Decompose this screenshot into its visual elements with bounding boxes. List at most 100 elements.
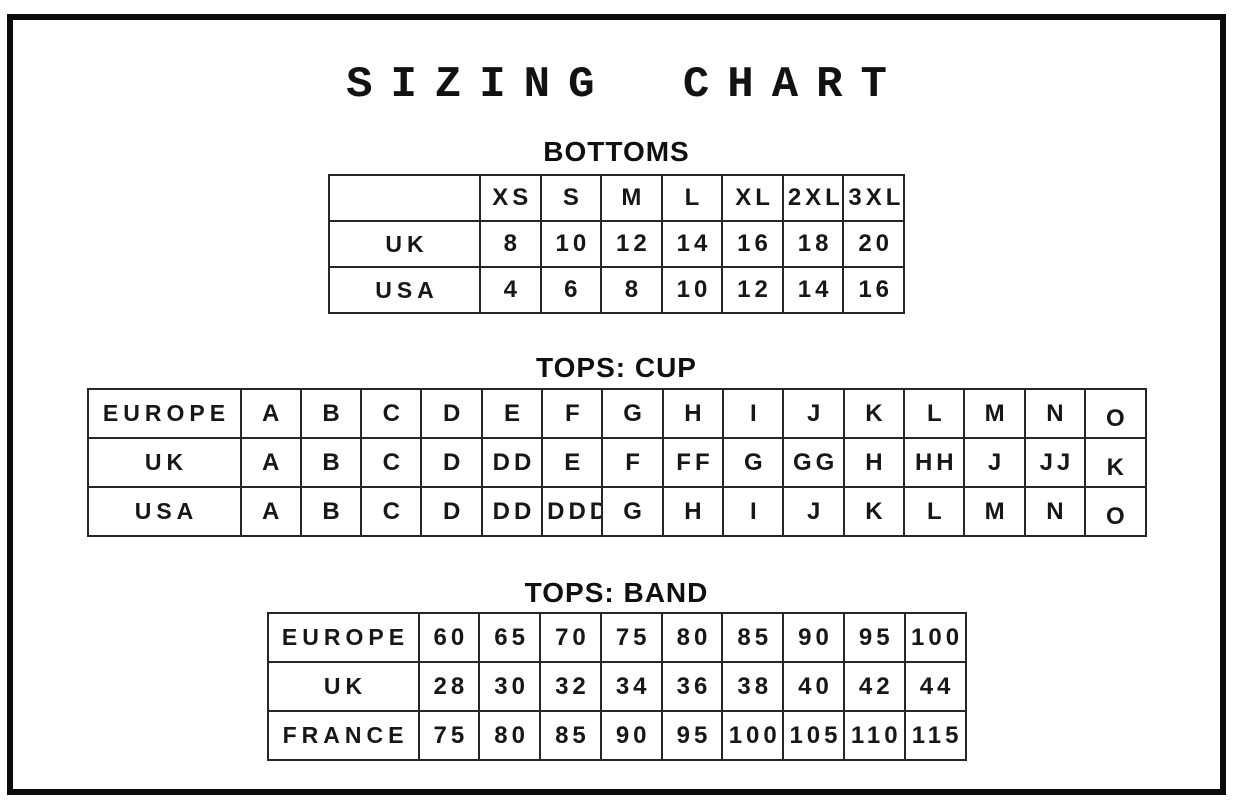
- bottoms-table: XS S M L XL 2XL 3XL UK 8 10 12 14 16 18 20 USA 4 6 8 10 12 14…: [328, 174, 905, 314]
- bottoms-heading: BOTTOMS: [543, 136, 690, 167]
- size-value-cell: C: [360, 486, 423, 537]
- size-value-cell: 30: [478, 661, 542, 712]
- size-value-cell: A: [239, 388, 302, 439]
- header-empty-cell: [328, 174, 481, 222]
- size-value-cell: 12: [600, 220, 663, 268]
- size-value-cell: 60: [417, 612, 481, 663]
- size-value-cell: 10: [539, 220, 603, 268]
- region-label-cell: UK: [86, 437, 242, 488]
- size-header-cell: L: [660, 174, 724, 222]
- size-value-cell: 95: [842, 612, 906, 663]
- size-value-cell: M: [963, 388, 1026, 439]
- table-row: UK 8 10 12 14 16 18 20: [328, 220, 905, 268]
- table-row: USAABCDDDDDDGHIJKLMNO: [86, 486, 1147, 537]
- size-value-cell: 80: [478, 710, 542, 761]
- size-value-cell: 34: [599, 661, 663, 712]
- size-value-cell: D: [420, 486, 483, 537]
- region-label-cell: UK: [328, 220, 481, 268]
- size-value-cell: L: [903, 486, 966, 537]
- tops-band-table: EUROPE 60 65 70 75 80 85 90 95 100 UK 28 30 32 34 36 38 4…: [266, 612, 967, 761]
- size-value-cell: H: [842, 437, 906, 488]
- size-value-cell: C: [360, 437, 423, 488]
- size-header-cell: XL: [721, 174, 784, 222]
- size-value-cell: 10: [660, 266, 724, 314]
- size-value-cell: 115: [903, 710, 967, 761]
- size-value-cell: 90: [782, 612, 845, 663]
- size-value-cell: C: [360, 388, 423, 439]
- size-value-cell: A: [239, 437, 302, 488]
- table-row: FRANCE 75 80 85 90 95 100 105 110 115: [266, 710, 967, 761]
- size-value-cell: 70: [539, 612, 602, 663]
- size-value-cell: 18: [781, 220, 845, 268]
- size-value-cell: 28: [417, 661, 481, 712]
- size-value-cell: 6: [539, 266, 603, 314]
- region-label-cell: UK: [266, 661, 420, 712]
- size-value-cell: DDD: [541, 486, 604, 537]
- size-value-cell: I: [722, 388, 785, 439]
- size-value-cell: F: [541, 388, 604, 439]
- region-label-cell: USA: [328, 266, 481, 314]
- size-value-cell: 42: [842, 661, 906, 712]
- size-value-cell: 90: [599, 710, 663, 761]
- size-value-cell: DD: [480, 437, 544, 488]
- page-title: SIZING CHART: [346, 60, 905, 110]
- table-row: UK 28 30 32 34 36 38 40 42 44: [266, 661, 967, 712]
- size-value-cell: 75: [599, 612, 663, 663]
- tops-cup-heading: TOPS: CUP: [536, 352, 697, 383]
- size-header-cell: 2XL: [781, 174, 845, 222]
- size-value-cell: N: [1023, 486, 1087, 537]
- size-value-cell: B: [299, 437, 363, 488]
- size-value-cell: 32: [539, 661, 602, 712]
- table-row: EUROPE A B C D E F G H I J K L M N O: [86, 388, 1147, 439]
- size-value-cell: D: [420, 437, 483, 488]
- region-label-cell: EUROPE: [86, 388, 242, 439]
- size-value-cell: 80: [660, 612, 724, 663]
- size-value-cell: GG: [782, 437, 845, 488]
- size-value-cell: B: [299, 486, 363, 537]
- size-value-cell: 65: [478, 612, 542, 663]
- size-value-cell: F: [601, 437, 664, 488]
- size-value-cell: 4: [479, 266, 542, 314]
- table-row: USA 4 6 8 10 12 14 16: [328, 266, 905, 314]
- size-value-cell: N: [1023, 388, 1087, 439]
- size-value-cell: JJ: [1023, 437, 1087, 488]
- size-value-cell: J: [963, 437, 1026, 488]
- size-value-cell: 40: [782, 661, 845, 712]
- size-value-cell: O: [1084, 388, 1147, 439]
- size-value-cell: 14: [660, 220, 724, 268]
- size-value-cell: K: [842, 486, 906, 537]
- size-value-cell: J: [782, 388, 845, 439]
- size-value-cell: HH: [903, 437, 966, 488]
- region-label-cell: USA: [86, 486, 242, 537]
- tops-cup-table: EUROPE A B C D E F G H I J K L M N O UK A B C D DD E F FF G GG H HH J…: [86, 388, 1147, 537]
- size-value-cell: 8: [600, 266, 663, 314]
- size-value-cell: O: [1084, 486, 1147, 537]
- size-value-cell: G: [601, 486, 664, 537]
- size-value-cell: 100: [903, 612, 967, 663]
- size-value-cell: E: [541, 437, 604, 488]
- size-value-cell: E: [480, 388, 544, 439]
- size-value-cell: 44: [903, 661, 967, 712]
- size-value-cell: L: [903, 388, 966, 439]
- size-value-cell: A: [239, 486, 302, 537]
- size-value-cell: 105: [782, 710, 845, 761]
- size-header-cell: XS: [479, 174, 542, 222]
- size-value-cell: G: [722, 437, 785, 488]
- size-value-cell: 8: [479, 220, 542, 268]
- tops-band-heading: TOPS: BAND: [524, 577, 709, 608]
- size-value-cell: 14: [781, 266, 845, 314]
- size-header-row: XS S M L XL 2XL 3XL: [328, 174, 905, 222]
- region-label-cell: EUROPE: [266, 612, 420, 663]
- size-value-cell: 12: [721, 266, 784, 314]
- size-value-cell: DD: [480, 486, 544, 537]
- size-value-cell: 75: [417, 710, 481, 761]
- size-value-cell: J: [782, 486, 845, 537]
- size-value-cell: 16: [721, 220, 784, 268]
- size-header-cell: 3XL: [842, 174, 905, 222]
- size-value-cell: 100: [721, 710, 785, 761]
- size-value-cell: H: [661, 486, 725, 537]
- size-value-cell: 16: [842, 266, 905, 314]
- size-value-cell: 20: [842, 220, 905, 268]
- size-value-cell: D: [420, 388, 483, 439]
- region-label-cell: FRANCE: [266, 710, 420, 761]
